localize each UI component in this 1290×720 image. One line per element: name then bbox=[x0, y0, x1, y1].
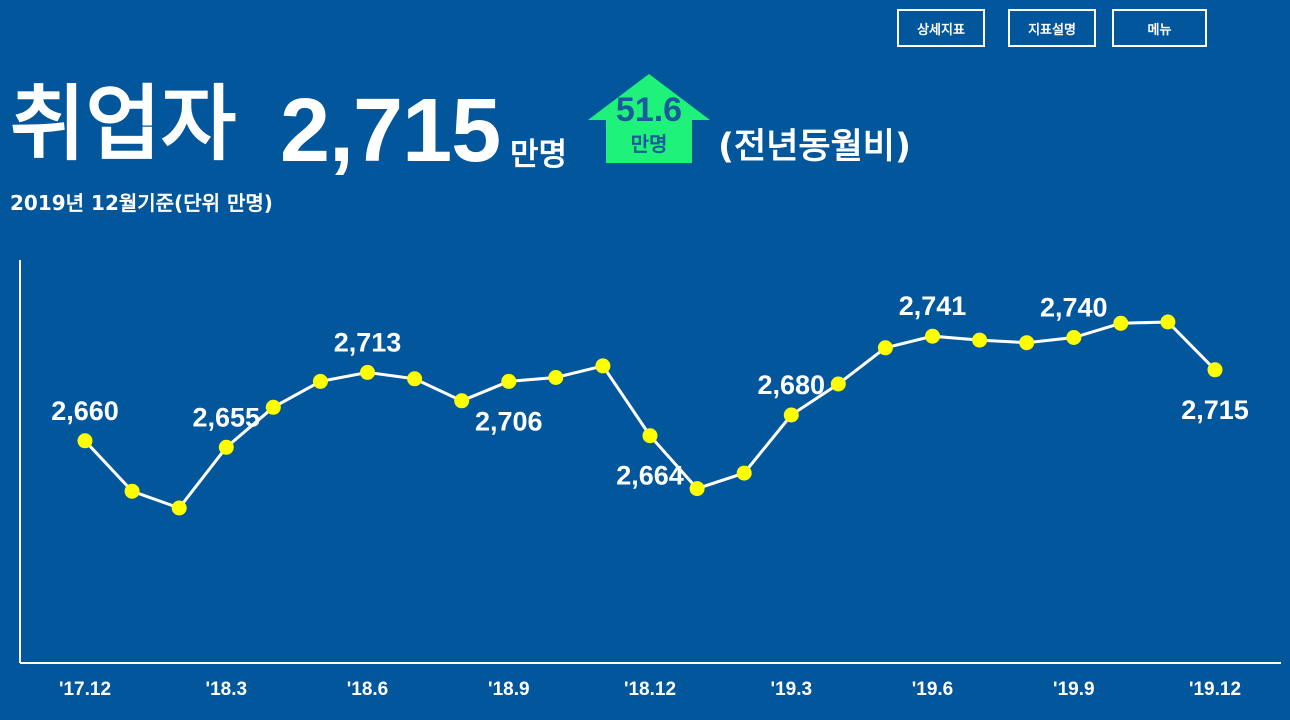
data-label: 2,715 bbox=[1181, 395, 1249, 425]
data-label: 2,713 bbox=[334, 327, 402, 357]
x-tick-label: '19.12 bbox=[1189, 679, 1241, 700]
change-unit: 만명 bbox=[631, 132, 668, 156]
x-tick-label: '19.6 bbox=[912, 679, 954, 700]
data-point bbox=[925, 328, 940, 344]
x-tick-label: '18.9 bbox=[488, 679, 530, 700]
data-point bbox=[689, 481, 705, 497]
data-point bbox=[1113, 315, 1129, 331]
x-tick-label: '18.6 bbox=[347, 679, 389, 700]
data-point bbox=[1160, 314, 1176, 330]
data-label: 2,660 bbox=[51, 396, 119, 426]
data-point bbox=[548, 370, 564, 385]
indicator-description-button[interactable]: 지표설명 bbox=[1008, 9, 1096, 47]
data-point bbox=[595, 358, 611, 374]
data-point bbox=[1019, 335, 1035, 351]
data-point bbox=[972, 332, 988, 348]
data-point bbox=[171, 500, 187, 516]
data-label: 2,655 bbox=[193, 402, 261, 432]
change-value: 51.6 bbox=[616, 91, 682, 129]
up-arrow-icon bbox=[588, 74, 710, 163]
change-badge: 51.6 만명 bbox=[588, 74, 710, 163]
headline-value: 2,715 bbox=[280, 81, 501, 181]
data-point bbox=[124, 483, 140, 499]
data-label: 2,740 bbox=[1040, 293, 1108, 323]
x-tick-label: '19.3 bbox=[771, 679, 813, 700]
x-tick-labels: '17.12 '18.3 '18.6 '18.9 '18.12 '19.3 '19.6 '19… bbox=[59, 679, 1241, 700]
x-tick-label: '19.9 bbox=[1053, 679, 1095, 700]
data-point bbox=[830, 376, 846, 392]
data-point bbox=[642, 428, 658, 444]
menu-button[interactable]: 메뉴 bbox=[1112, 9, 1207, 47]
data-point bbox=[1066, 330, 1082, 345]
x-tick-label: '18.12 bbox=[624, 679, 676, 700]
data-point bbox=[360, 364, 375, 380]
data-label: 2,680 bbox=[758, 370, 826, 400]
data-point bbox=[1207, 362, 1223, 378]
data-point bbox=[877, 340, 893, 356]
headline-label: 취업자 bbox=[10, 77, 237, 172]
employment-line-chart: '17.12 '18.3 '18.6 '18.9 '18.12 '19.3 '19.6 '19… bbox=[19, 260, 1281, 700]
data-point bbox=[312, 373, 328, 389]
series-layer bbox=[77, 314, 1223, 516]
data-label: 2,664 bbox=[616, 461, 684, 491]
data-label: 2,741 bbox=[899, 291, 967, 321]
data-point bbox=[77, 433, 93, 449]
data-point bbox=[783, 407, 799, 423]
data-point bbox=[454, 393, 470, 409]
comparison-note: (전년동월비) bbox=[718, 127, 911, 167]
data-point bbox=[265, 399, 281, 415]
data-point bbox=[218, 439, 234, 455]
x-tick-label: '18.3 bbox=[206, 679, 248, 700]
data-point bbox=[407, 371, 423, 387]
data-point bbox=[501, 373, 517, 389]
headline-unit: 만명 bbox=[510, 137, 568, 173]
data-labels: 2,660 2,655 2,713 2,706 2,664 2,680 2,741 2,740… bbox=[51, 291, 1249, 491]
data-label: 2,706 bbox=[475, 406, 543, 436]
x-tick-label: '17.12 bbox=[59, 679, 111, 700]
detail-indicators-button[interactable]: 상세지표 bbox=[897, 9, 985, 47]
subtitle: 2019년 12월기준(단위 만명) bbox=[10, 191, 273, 215]
data-point bbox=[736, 465, 752, 481]
